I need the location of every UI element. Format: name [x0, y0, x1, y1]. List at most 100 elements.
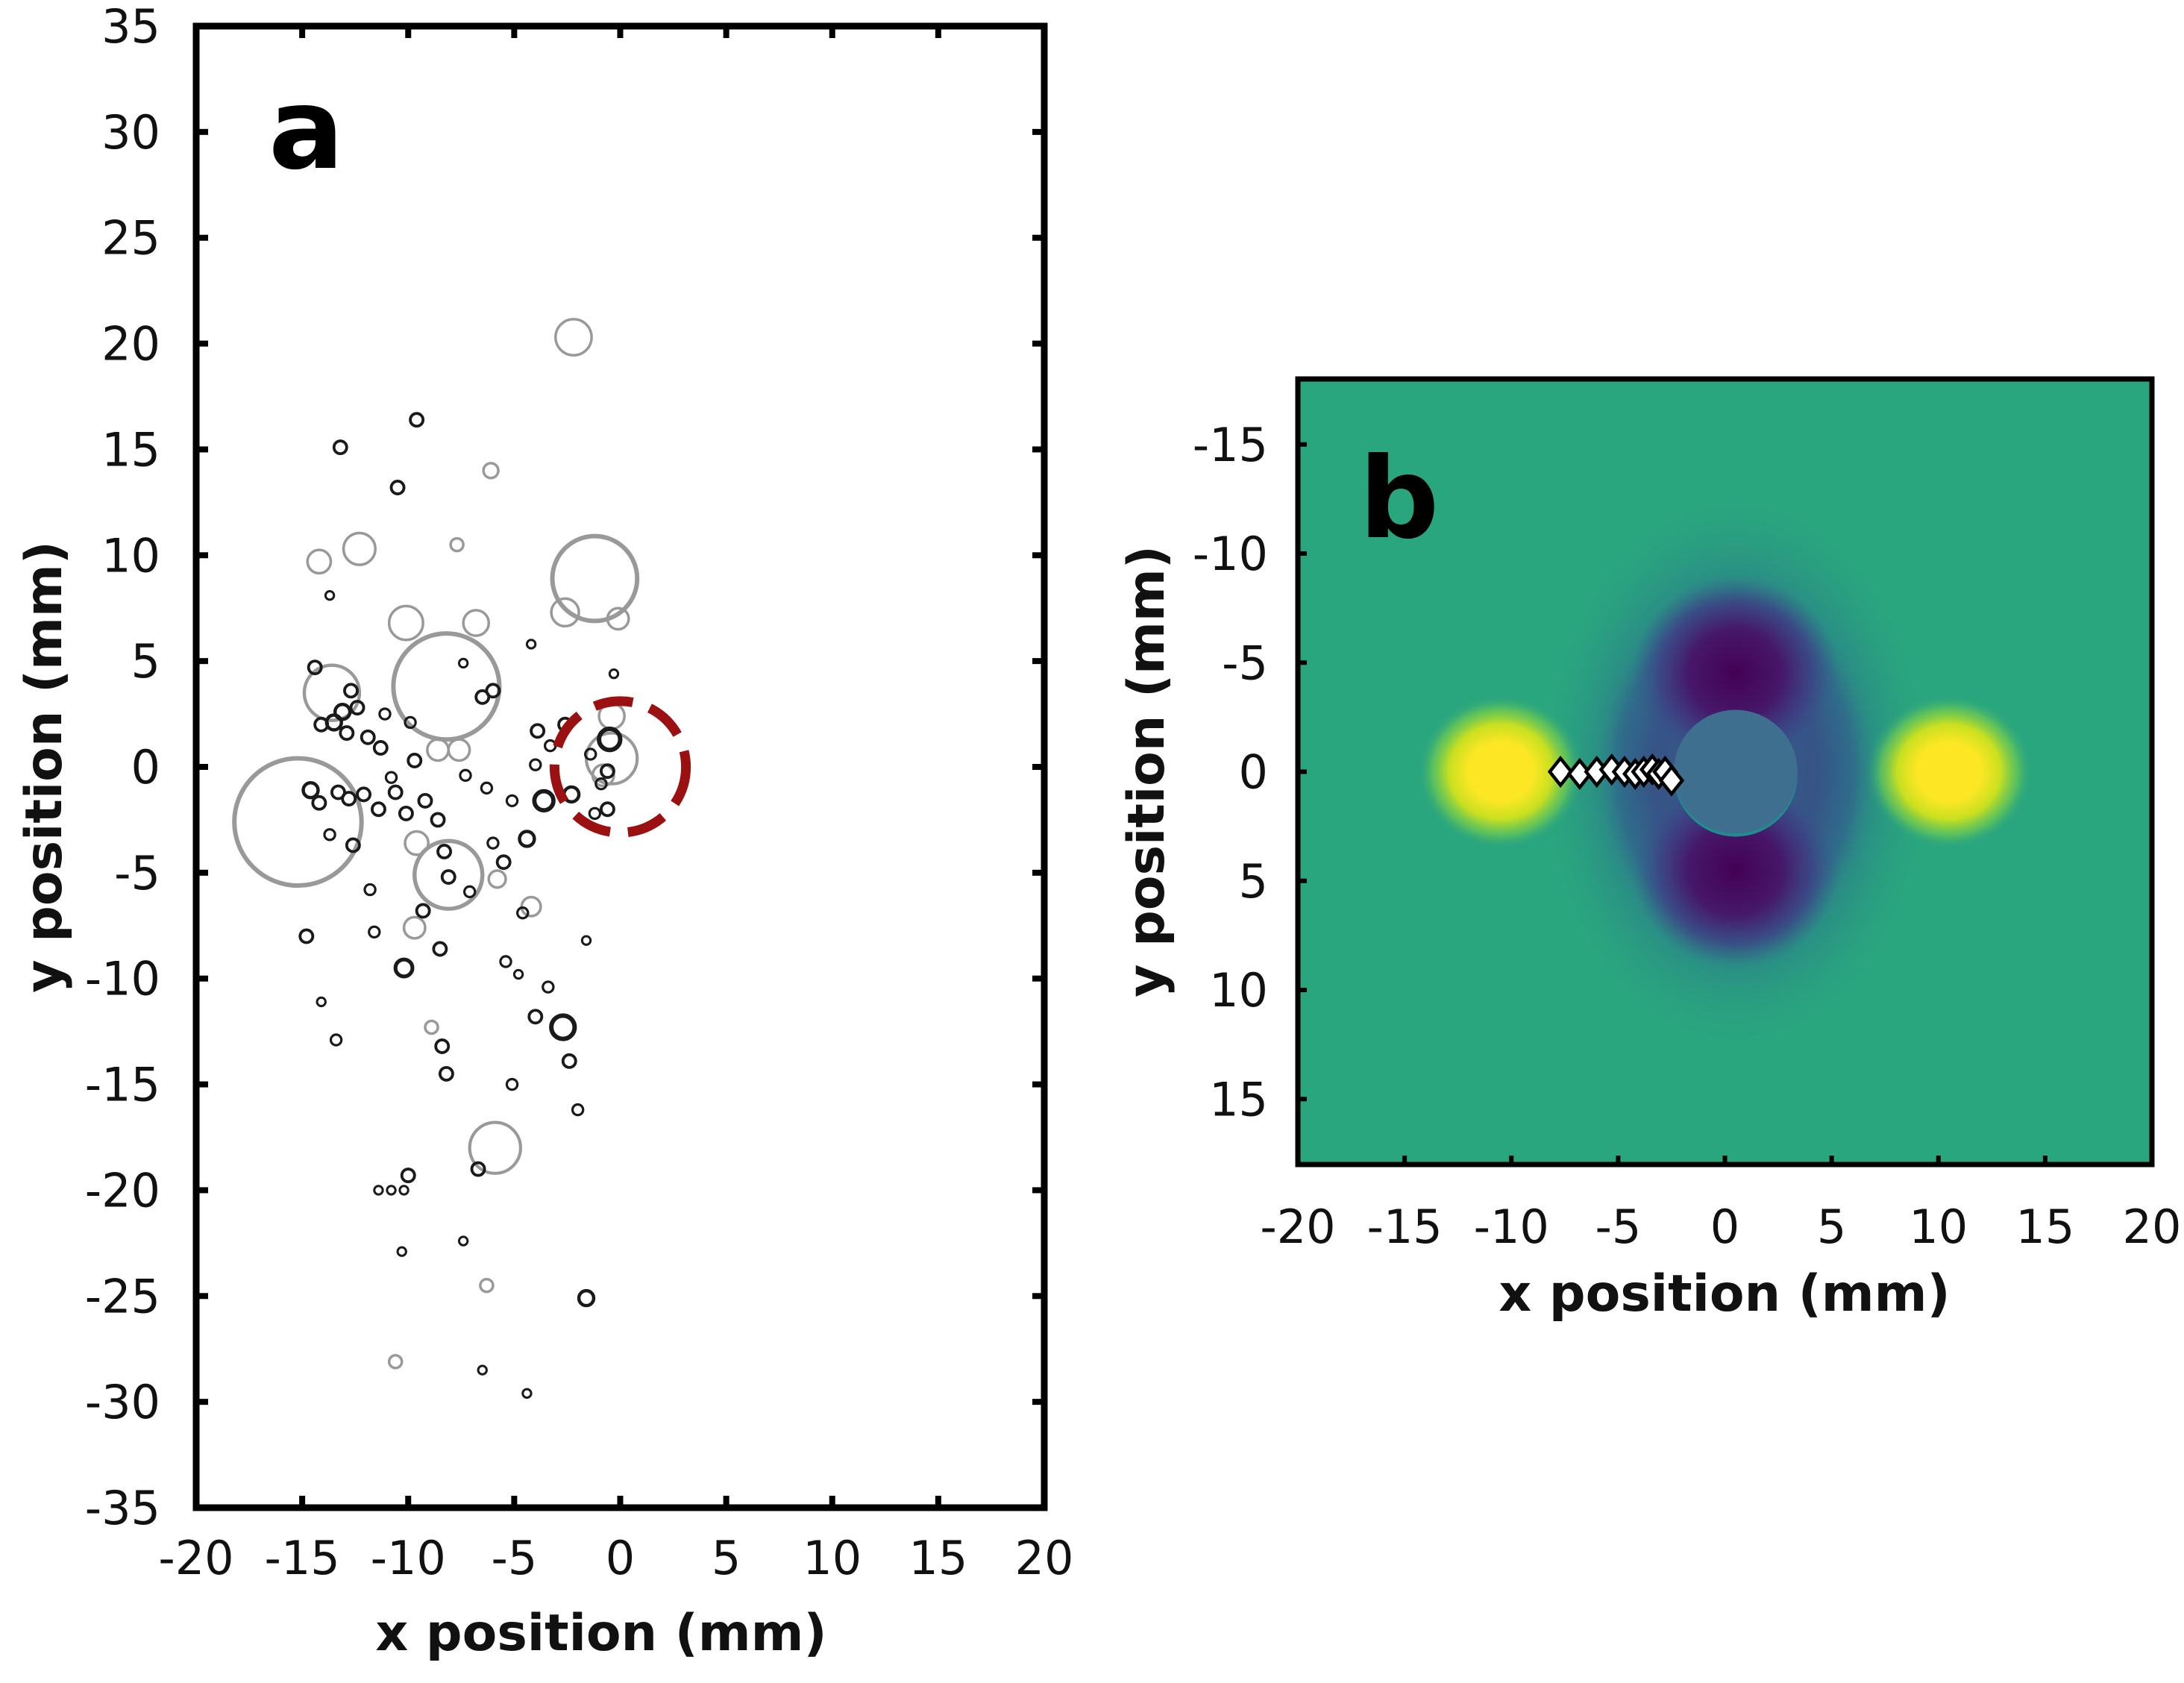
bubble-marker [521, 1388, 533, 1399]
bubble-marker [396, 1246, 407, 1257]
bubble-marker [307, 659, 323, 676]
diamond-marker [1547, 755, 1574, 789]
bubble-marker [440, 869, 456, 885]
bubble-marker [518, 830, 536, 848]
panel-a-y-tick-labels: 35 30 25 20 15 10 5 0 -5 -10 -15 -20 -25 -30 -35 [85, 0, 160, 1535]
y-tick-label: -25 [85, 1269, 160, 1323]
bubble-marker [477, 1364, 488, 1376]
bubble-marker [424, 1019, 439, 1035]
y-tick-label: -5 [1222, 636, 1268, 690]
panel-a-frame [192, 22, 1048, 1511]
bubble-marker [360, 729, 376, 745]
bubble-marker [342, 531, 377, 566]
bubble-marker [520, 895, 542, 918]
bubble-marker [387, 1353, 404, 1370]
bubble-marker [345, 837, 361, 853]
bubble-marker [393, 957, 415, 979]
bubble-marker [482, 462, 500, 480]
x-tick-label: 10 [803, 1531, 862, 1585]
x-tick-label: -15 [1366, 1200, 1442, 1254]
x-tick-label: -10 [371, 1531, 446, 1585]
y-tick-label: 5 [131, 634, 160, 689]
x-tick-label: -10 [1474, 1200, 1549, 1254]
bubble-marker [323, 828, 336, 841]
bubble-marker [313, 716, 330, 733]
y-tick-label: -10 [1193, 527, 1268, 581]
hotspot [1866, 695, 2033, 849]
x-tick-label: 15 [2015, 1200, 2074, 1254]
x-tick-label: 0 [1710, 1200, 1739, 1254]
bubble-marker [432, 941, 448, 957]
bubble-marker [316, 996, 327, 1008]
bubble-marker [329, 1033, 343, 1047]
heatmap-field [1417, 483, 2033, 1060]
y-tick-label: -10 [85, 952, 160, 1006]
y-tick-label: 20 [101, 317, 160, 372]
bubble-marker [580, 935, 592, 946]
bubble-marker [577, 1288, 596, 1308]
bubble-marker [480, 781, 494, 795]
bubble-marker [571, 1103, 585, 1117]
x-tick-label: 5 [712, 1531, 741, 1585]
bubble-marker [479, 1277, 495, 1294]
bubble-marker [389, 480, 406, 495]
panel-b-x-tick-labels: -20 -15 -10 -5 0 5 10 15 20 [1260, 1200, 2181, 1254]
diamond-marker-series [1547, 753, 1685, 797]
bubble-marker [554, 318, 593, 357]
bubble-marker [404, 830, 430, 856]
panel-a-x-axis-title: x position (mm) [375, 1604, 826, 1663]
panel-b-x-axis-title: x position (mm) [1499, 1264, 1950, 1323]
diamond-marker [1658, 764, 1685, 797]
bubble-marker [324, 590, 336, 601]
bubble-marker [516, 906, 530, 920]
y-tick-label: 25 [101, 211, 160, 266]
bubble-marker [339, 725, 355, 742]
bubble-marker [398, 805, 414, 821]
bubble-marker [599, 801, 615, 818]
y-tick-label: 0 [1239, 745, 1268, 800]
bubble-marker [311, 795, 327, 811]
bubble-marker [457, 657, 469, 669]
bubble-marker [341, 791, 357, 807]
y-tick-label: -35 [85, 1481, 160, 1535]
bubble-marker [368, 925, 381, 939]
bubble-marker [468, 1121, 522, 1175]
bubble-marker [426, 738, 451, 762]
bubble-marker [512, 968, 524, 980]
bubble-marker [306, 548, 333, 575]
bubble-marker [391, 631, 502, 742]
bubble-marker [324, 713, 343, 732]
bubble-marker [550, 597, 580, 628]
y-tick-label: 35 [101, 0, 160, 54]
bubble-marker [505, 794, 519, 808]
y-tick-label: 15 [101, 422, 160, 477]
bubble-marker [415, 903, 431, 919]
bubble-marker [387, 784, 404, 800]
bubble-marker [301, 781, 320, 800]
bubble-marker [298, 928, 315, 944]
hotspot [1417, 695, 1584, 849]
bubble-marker [462, 609, 491, 637]
bubble-marker [543, 739, 557, 753]
x-tick-label: -20 [1260, 1200, 1335, 1254]
bubble-marker [438, 1065, 454, 1082]
bubble-marker [386, 1185, 397, 1196]
panel-b-heatmap: -20 -15 -10 -5 0 5 10 15 20 -15 -10 -5 0 5 10 15 b x p… [1117, 376, 2181, 1323]
x-tick-label: 10 [1909, 1200, 1968, 1254]
y-tick-label: 10 [101, 528, 160, 583]
x-tick-label: -15 [264, 1531, 339, 1585]
y-tick-label: -15 [85, 1058, 160, 1112]
bubble-marker [599, 763, 615, 780]
panel-b-letter: b [1359, 434, 1439, 564]
bubble-marker [529, 758, 542, 771]
y-tick-label: 5 [1239, 854, 1268, 909]
bubble-marker [486, 836, 500, 850]
bubble-marker [398, 1185, 410, 1196]
bubble-marker [447, 738, 471, 762]
bubble-marker [373, 1185, 384, 1196]
bubble-marker [302, 663, 362, 722]
bubble-marker [402, 915, 427, 940]
y-tick-label: -20 [85, 1163, 160, 1217]
bubble-marker [505, 1077, 519, 1091]
bubble-marker [400, 1168, 416, 1184]
